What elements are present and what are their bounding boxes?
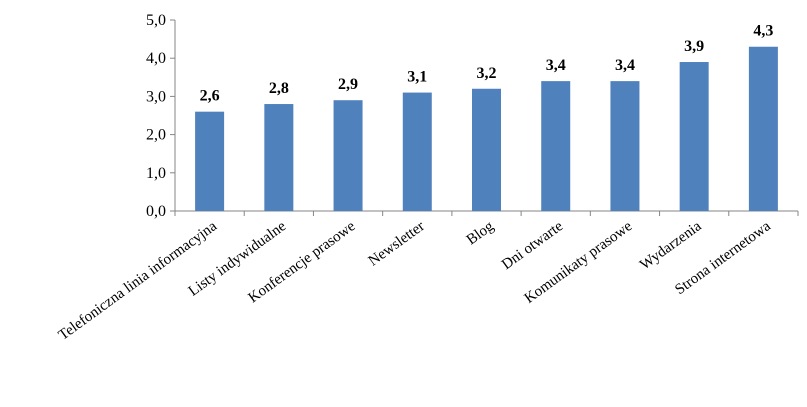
data-label: 3,9 — [684, 38, 704, 55]
x-category-label: Newsletter — [366, 218, 428, 269]
bar — [195, 111, 225, 211]
data-label: 2,9 — [338, 76, 358, 93]
bar — [748, 46, 778, 211]
bar — [472, 88, 501, 211]
y-tick-label: 3,0 — [146, 88, 166, 105]
y-tick-label: 2,0 — [146, 127, 166, 144]
bar — [402, 92, 432, 211]
data-label: 3,1 — [407, 69, 427, 86]
data-labels: 2,6 2,8 2,9 3,1 3,2 3,4 3,4 3,9 4,3 — [200, 23, 774, 105]
data-label: 4,3 — [753, 23, 773, 40]
x-category-label: Wydarzenia — [637, 218, 705, 273]
data-label: 2,6 — [200, 88, 220, 105]
bars — [195, 46, 778, 212]
bar — [264, 104, 294, 211]
bar — [610, 81, 640, 212]
bar — [541, 81, 571, 212]
data-label: 2,8 — [269, 80, 289, 97]
y-axis-ticks: 0,0 1,0 2,0 3,0 4,0 5,0 — [146, 12, 799, 220]
bar — [333, 100, 363, 211]
x-category-label: Blog — [464, 218, 497, 248]
y-tick-label: 5,0 — [146, 12, 166, 29]
x-category-label: Dni otwarte — [499, 218, 566, 273]
y-tick-label: 0,0 — [146, 203, 166, 220]
y-tick-label: 1,0 — [146, 165, 166, 182]
y-tick-label: 4,0 — [146, 50, 166, 67]
data-label: 3,4 — [546, 57, 566, 74]
data-label: 3,2 — [477, 65, 497, 82]
data-label: 3,4 — [615, 57, 635, 74]
bar — [679, 62, 709, 211]
